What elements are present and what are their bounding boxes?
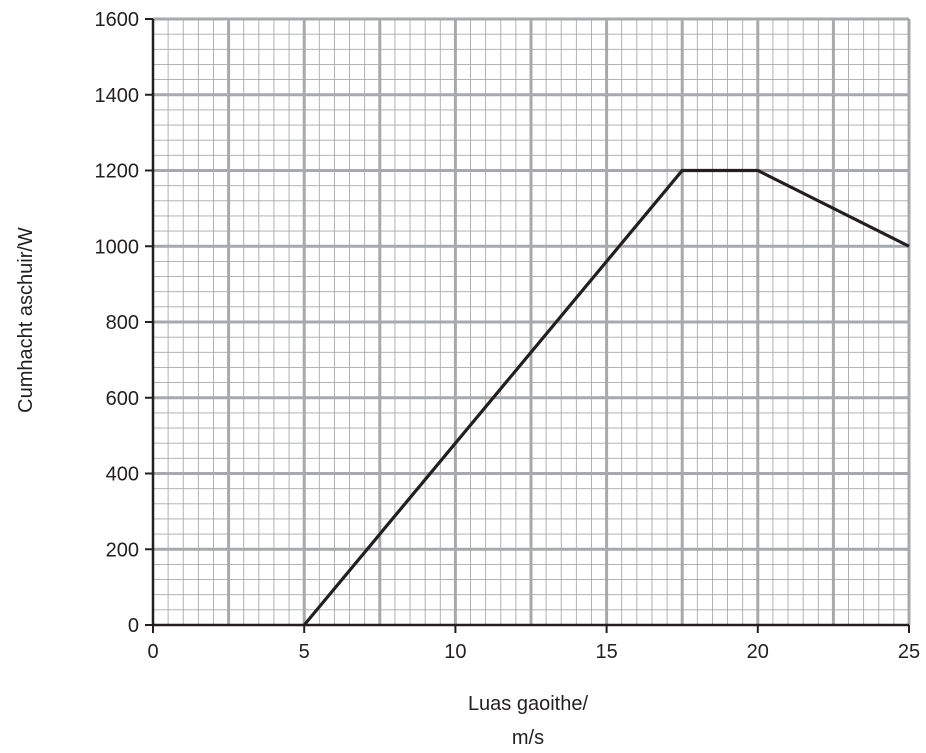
y-tick-label: 200 bbox=[106, 539, 139, 561]
x-tick-label: 25 bbox=[898, 641, 920, 663]
y-tick-labels: 0 200 400 600 800 1000 1200 1400 1600 bbox=[95, 9, 140, 637]
x-tick-labels: 0 5 10 15 20 25 bbox=[147, 641, 920, 663]
x-tick-label: 20 bbox=[747, 641, 769, 663]
x-tick-label: 15 bbox=[595, 641, 617, 663]
tick-marks bbox=[145, 18, 910, 633]
x-tick-label: 10 bbox=[444, 641, 466, 663]
major-grid bbox=[153, 17, 911, 625]
x-axis-title-line-2: m/s bbox=[512, 727, 544, 749]
series-layer bbox=[302, 168, 910, 627]
y-tick-label: 800 bbox=[106, 312, 139, 334]
y-tick-label: 1400 bbox=[95, 85, 140, 107]
y-tick-label: 1200 bbox=[95, 161, 140, 183]
y-tick-label: 1000 bbox=[95, 236, 140, 258]
y-axis-title: Cumhacht aschuir/W bbox=[15, 227, 37, 413]
y-tick-label: 600 bbox=[106, 388, 139, 410]
x-axis-title-line-1: Luas gaoithe/ bbox=[468, 693, 589, 715]
x-tick-label: 0 bbox=[147, 641, 158, 663]
y-tick-label: 0 bbox=[128, 615, 139, 637]
y-tick-label: 400 bbox=[106, 464, 139, 486]
x-tick-label: 5 bbox=[299, 641, 310, 663]
series-line bbox=[302, 168, 910, 627]
y-tick-label: 1600 bbox=[95, 9, 140, 31]
